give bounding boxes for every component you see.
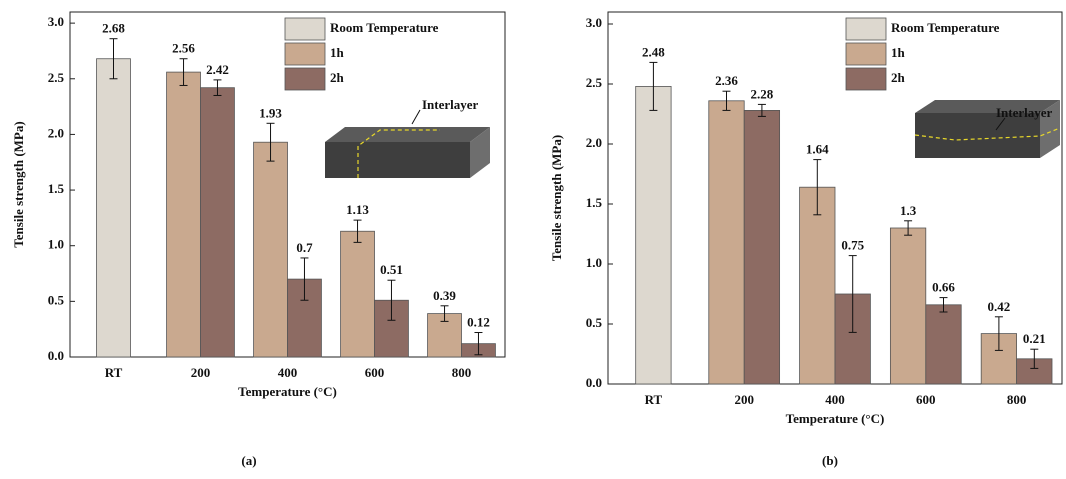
- figure: 0.0 0.5 1.0 1.5 2.0 2.5 3.0 RT 2.68 200 2.56 2.42 40…: [0, 0, 1066, 474]
- x-axis-label: Temperature (°C): [786, 411, 885, 426]
- legend-swatch: [285, 68, 325, 90]
- x-tick-label: 600: [365, 365, 385, 380]
- legend-label: 1h: [891, 45, 906, 60]
- bar: [167, 72, 201, 357]
- bar: [341, 231, 375, 357]
- bar: [97, 59, 131, 357]
- caption: (b): [822, 453, 838, 468]
- x-tick-label: RT: [105, 365, 123, 380]
- bar: [709, 101, 744, 384]
- bar: [201, 88, 235, 357]
- x-tick-label: 600: [916, 392, 936, 407]
- y-tick-label: 3.0: [48, 14, 64, 29]
- caption: (a): [241, 453, 256, 468]
- legend-label: 2h: [891, 70, 906, 85]
- value-label: 2.68: [102, 21, 125, 36]
- value-label: 0.12: [467, 315, 490, 330]
- bar: [926, 305, 961, 384]
- x-tick-label: 800: [452, 365, 472, 380]
- x-tick-label: 400: [825, 392, 845, 407]
- value-label: 1.93: [259, 105, 282, 120]
- inset-a: [325, 110, 490, 178]
- y-tick-label: 0.0: [48, 348, 64, 363]
- value-label: 0.39: [433, 288, 456, 303]
- y-tick-label: 0.5: [48, 292, 65, 307]
- bar: [800, 187, 835, 384]
- y-tick-label: 2.5: [48, 70, 65, 85]
- value-label: 1.64: [806, 142, 829, 157]
- value-label: 0.51: [380, 262, 403, 277]
- y-tick-label: 0.0: [586, 375, 602, 390]
- x-tick-label: 200: [734, 392, 754, 407]
- value-label: 2.56: [172, 41, 195, 56]
- y-tick-label: 1.5: [48, 181, 65, 196]
- legend-swatch: [846, 68, 886, 90]
- x-tick-label: 800: [1007, 392, 1027, 407]
- legend-swatch: [846, 18, 886, 40]
- x-tick-label: RT: [645, 392, 663, 407]
- y-tick-label: 2.0: [586, 135, 602, 150]
- y-axis-label: Tensile strength (MPa): [11, 121, 26, 247]
- legend-label: Room Temperature: [330, 20, 439, 35]
- y-tick-label: 1.0: [48, 237, 64, 252]
- value-label: 2.28: [751, 86, 774, 101]
- annotation: Interlayer: [422, 97, 479, 112]
- y-tick-label: 1.0: [586, 255, 602, 270]
- x-tick-label: 200: [191, 365, 211, 380]
- value-label: 1.13: [346, 202, 369, 217]
- y-tick-label: 1.5: [586, 195, 603, 210]
- legend-swatch: [285, 18, 325, 40]
- value-label: 0.42: [988, 299, 1011, 314]
- legend-label: 2h: [330, 70, 345, 85]
- annotation: Interlayer: [996, 105, 1053, 120]
- legend-label: 1h: [330, 45, 345, 60]
- bar: [744, 110, 779, 384]
- value-label: 2.48: [642, 44, 665, 59]
- value-label: 2.42: [206, 62, 229, 77]
- bar: [254, 142, 288, 357]
- bar: [636, 86, 671, 384]
- value-label: 2.36: [715, 73, 738, 88]
- y-tick-label: 2.5: [586, 75, 603, 90]
- value-label: 0.7: [296, 240, 313, 255]
- value-label: 0.66: [932, 280, 955, 295]
- legend-swatch: [846, 43, 886, 65]
- y-axis-label: Tensile strength (MPa): [549, 135, 564, 261]
- legend-swatch: [285, 43, 325, 65]
- bar: [890, 228, 925, 384]
- value-label: 0.21: [1023, 331, 1046, 346]
- legend-label: Room Temperature: [891, 20, 1000, 35]
- x-tick-label: 400: [278, 365, 298, 380]
- value-label: 0.75: [841, 238, 864, 253]
- y-tick-label: 0.5: [586, 315, 603, 330]
- value-label: 1.3: [900, 203, 917, 218]
- x-axis-label: Temperature (°C): [238, 384, 337, 399]
- y-tick-label: 2.0: [48, 125, 64, 140]
- y-tick-label: 3.0: [586, 15, 602, 30]
